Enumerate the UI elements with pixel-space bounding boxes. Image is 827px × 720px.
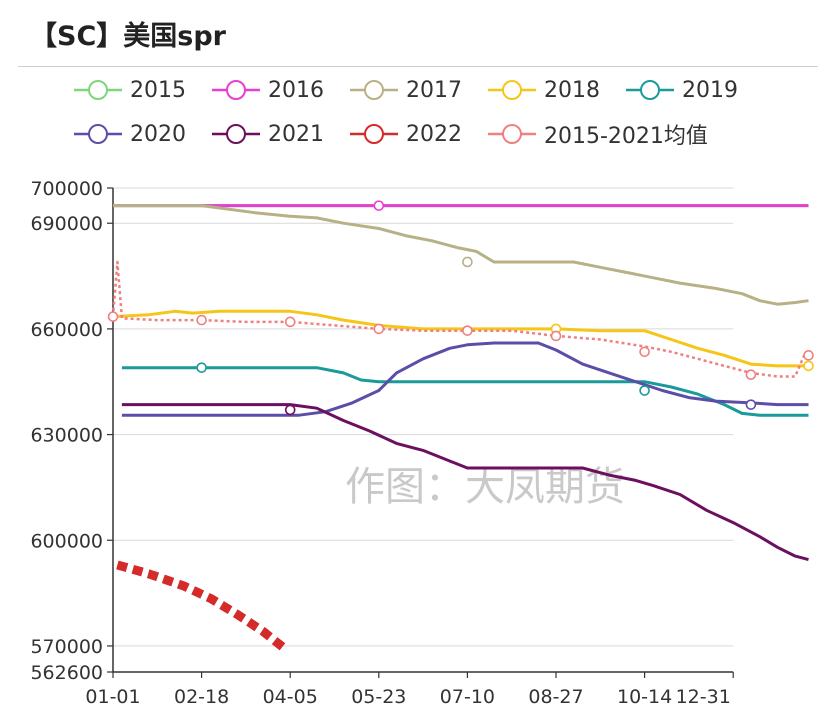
legend-item[interactable]: 2019 <box>622 72 738 108</box>
point-marker <box>196 362 207 373</box>
legend-item[interactable]: 2021 <box>208 116 324 152</box>
legend-item[interactable]: 2018 <box>484 72 600 108</box>
point-marker <box>550 330 562 342</box>
legend-label: 2016 <box>268 77 324 103</box>
x-tick-label: 08-27 <box>528 686 583 708</box>
watermark: 作图：大凤期货 <box>345 464 625 510</box>
point-marker <box>462 256 473 268</box>
series-line-2022 <box>116 560 289 654</box>
y-tick-label: 630000 <box>30 425 103 447</box>
legend-label: 2020 <box>130 121 186 147</box>
y-tick-label: 562600 <box>30 662 103 684</box>
legend-item[interactable]: 2017 <box>346 72 462 108</box>
series-line-2018 <box>112 309 809 368</box>
point-marker <box>284 404 296 416</box>
legend-item[interactable]: 2022 <box>346 116 462 152</box>
point-marker <box>284 316 296 328</box>
point-marker <box>803 350 814 361</box>
legend-symbol-icon <box>626 80 674 100</box>
point-marker <box>196 314 207 326</box>
point-marker <box>803 360 814 372</box>
x-tick-label: 05-23 <box>351 686 406 708</box>
x-tick-label: 04-05 <box>263 686 318 708</box>
x-tick-label: 12-31 <box>676 686 731 708</box>
legend-label: 2022 <box>406 121 462 147</box>
x-tick-label: 02-18 <box>174 686 229 708</box>
x-tick-label: 10-14 <box>617 686 672 708</box>
point-marker <box>639 346 650 358</box>
point-marker <box>639 385 650 396</box>
legend-label: 2021 <box>268 121 324 147</box>
legend-symbol-icon <box>350 124 398 144</box>
point-marker <box>462 325 473 336</box>
series-line-2021 <box>121 403 809 562</box>
y-tick-label: 570000 <box>30 636 103 658</box>
legend-symbol-icon <box>212 124 260 144</box>
x-tick-label: 07-10 <box>440 686 495 708</box>
legend-item[interactable]: 2015-2021均值 <box>484 116 708 152</box>
legend-symbol-icon <box>350 80 398 100</box>
legend-label: 2018 <box>544 77 600 103</box>
point-marker <box>373 200 385 211</box>
legend-item[interactable]: 2020 <box>70 116 186 152</box>
point-marker <box>745 399 757 410</box>
point-marker <box>745 369 757 380</box>
y-tick-label: 660000 <box>30 319 103 341</box>
legend-symbol-icon <box>212 80 260 100</box>
legend-item[interactable]: 2016 <box>208 72 324 108</box>
chart-title: 【SC】美国spr <box>30 21 226 52</box>
legend-symbol-icon <box>488 124 536 144</box>
y-tick-label: 700000 <box>30 178 103 200</box>
point-marker <box>107 311 119 322</box>
y-tick-label: 690000 <box>30 213 103 235</box>
legend-symbol-icon <box>74 80 122 100</box>
legend-label: 2019 <box>682 77 738 103</box>
y-tick-label: 600000 <box>30 530 103 552</box>
series-line-2020 <box>121 341 809 417</box>
legend-symbol-icon <box>74 124 122 144</box>
series-line-2017 <box>113 204 809 306</box>
legend-label: 2015-2021均值 <box>544 124 708 149</box>
series-line-2019 <box>121 366 809 417</box>
legend-symbol-icon <box>488 80 536 100</box>
legend-label: 2015 <box>130 77 186 103</box>
x-tick-label: 01-01 <box>85 686 140 708</box>
legend-label: 2017 <box>406 77 462 103</box>
point-marker <box>373 323 385 335</box>
legend-item[interactable]: 2015 <box>70 72 186 108</box>
series-line-2015-2021均值 <box>111 260 806 378</box>
title-divider <box>18 66 818 67</box>
